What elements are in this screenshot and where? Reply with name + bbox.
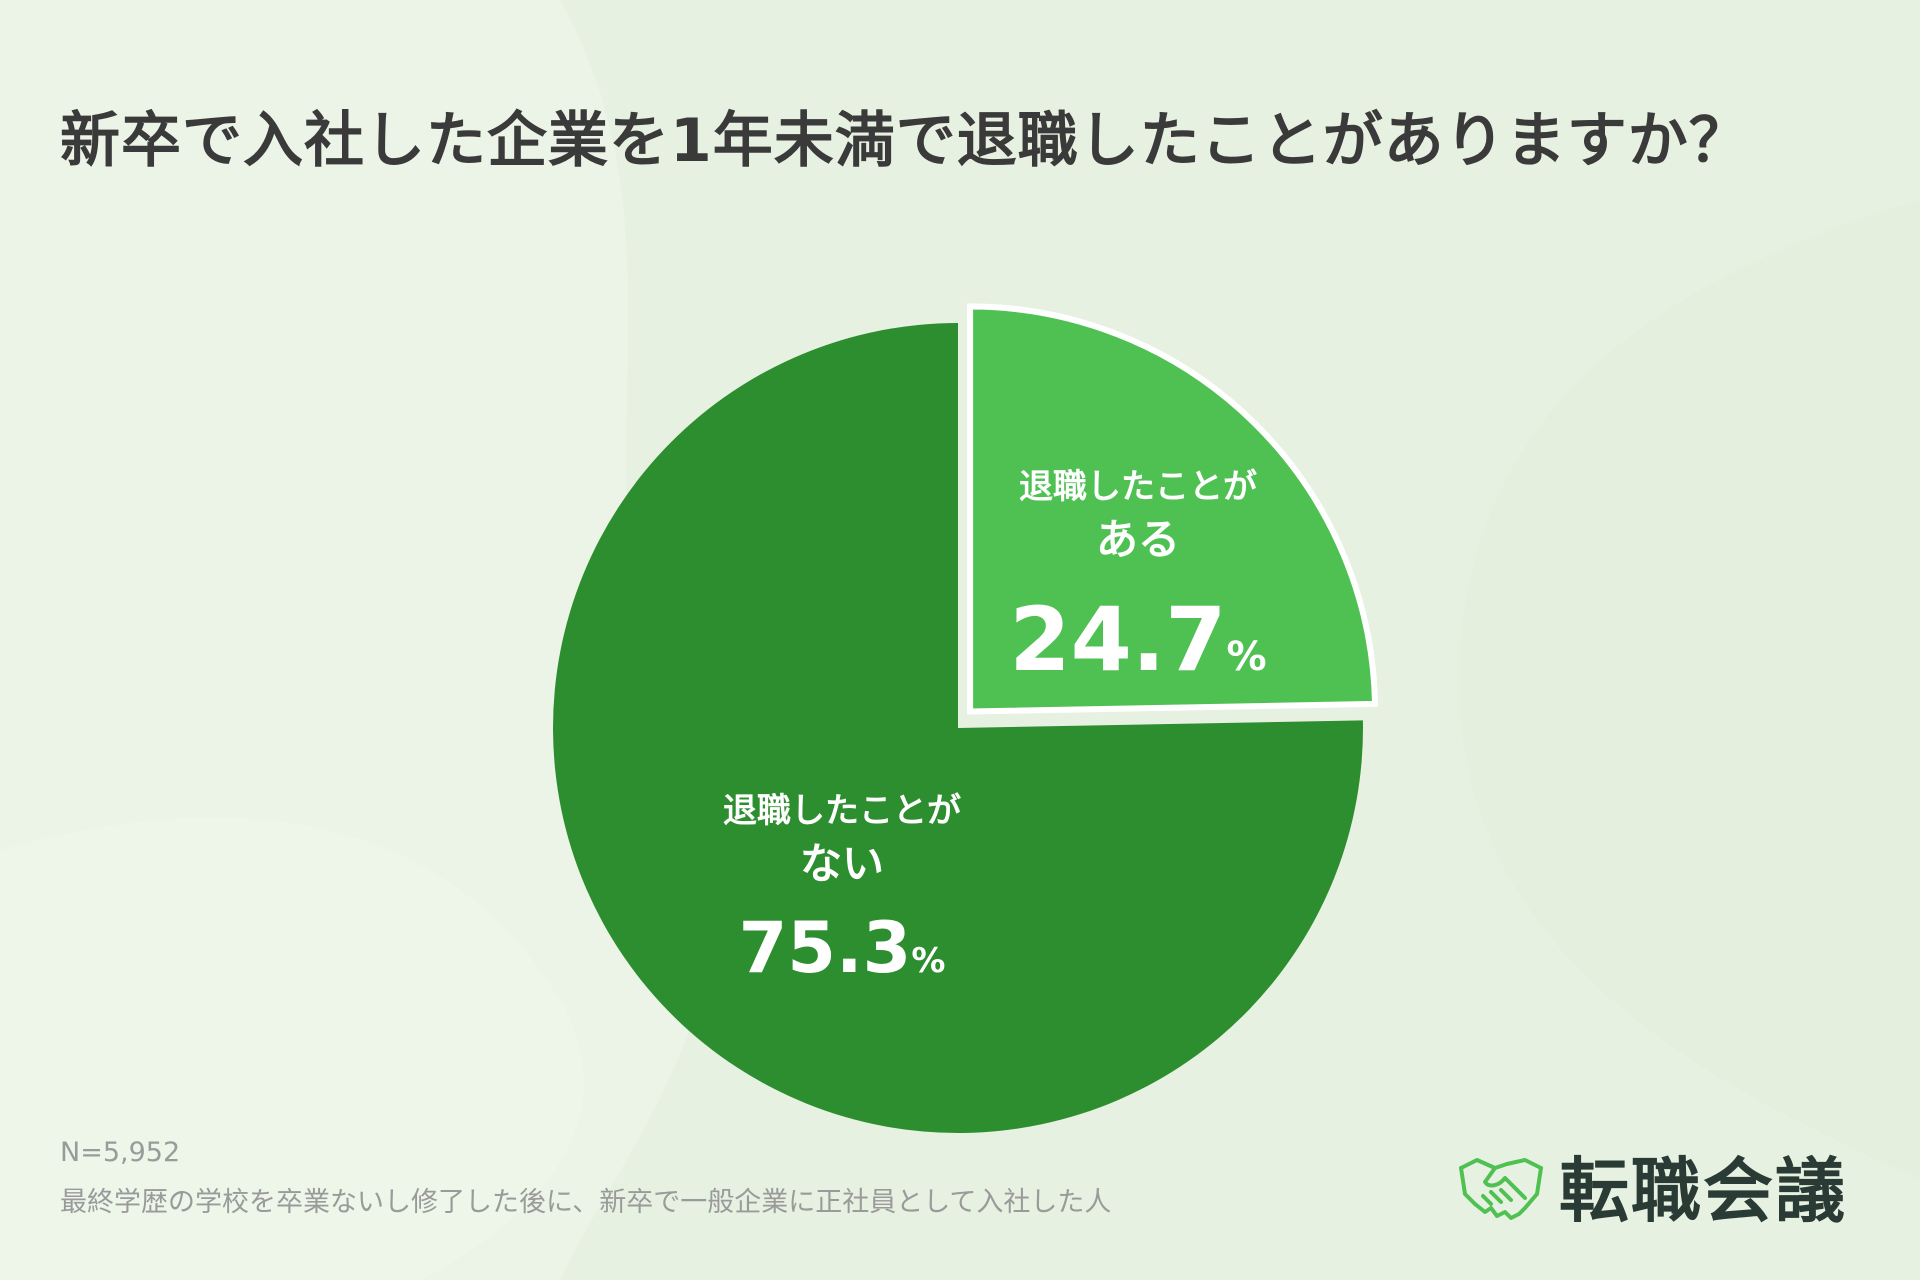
slice-label-line2: ない	[800, 839, 884, 888]
pie-slice-1	[967, 303, 1379, 715]
slice-label-line1: 退職したことが	[1019, 467, 1257, 507]
chart-title: 新卒で入社した企業を1年未満で退職したことがありますか？	[60, 106, 1750, 176]
slice-value-label: 75.3%	[739, 907, 946, 989]
brand-name: 転職会議	[1559, 1150, 1847, 1232]
handshake-icon	[1459, 1157, 1543, 1220]
slice-value-label: 24.7%	[1009, 588, 1266, 691]
slice-label-line1: 退職したことが	[723, 791, 961, 831]
slice-label-line2: ある	[1096, 515, 1180, 564]
sample-size: N=5,952	[60, 1137, 181, 1168]
survey-population-note: 最終学歴の学校を卒業ないし修了した後に、新卒で一般企業に正社員として入社した人	[60, 1187, 1112, 1218]
pie-slice-2	[553, 323, 1364, 1133]
brand-logo: 転職会議	[1455, 1138, 1847, 1233]
